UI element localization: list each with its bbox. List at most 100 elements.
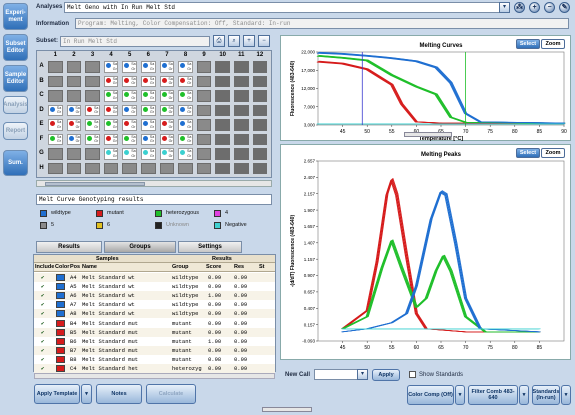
plate-well[interactable]: Sa Gr (85, 133, 100, 145)
plate-well[interactable]: Sa Gr (122, 104, 137, 116)
plate-well[interactable] (85, 90, 100, 102)
nav-experiment[interactable]: Experi-ment (3, 3, 28, 30)
plate-well[interactable]: Sa Gr (122, 119, 137, 131)
plate-well[interactable] (48, 61, 63, 73)
legend-swatch[interactable] (40, 222, 47, 229)
nav-analysis[interactable]: Analysis (3, 96, 28, 114)
plate-well[interactable]: Sa Gr (178, 104, 193, 116)
plate-well[interactable] (66, 90, 82, 102)
legend-swatch[interactable] (155, 210, 162, 217)
tab-groups[interactable]: Groups (104, 241, 176, 253)
plate-col-header[interactable]: 4 (109, 52, 113, 58)
color-comp-dropdown-icon[interactable]: ▾ (455, 385, 465, 405)
plate-col-header[interactable]: 8 (183, 52, 188, 58)
plate-well[interactable] (122, 162, 137, 174)
table-row[interactable]: ✔ A5 Melt Standard wt wildtype 0.99 0.99 (34, 282, 275, 292)
plate-row-header[interactable]: G (39, 150, 44, 156)
color-swatch[interactable] (56, 355, 65, 363)
table-row[interactable]: ✔ B4 Melt Standard mut mutant 0.99 0.99 (34, 318, 275, 328)
plate-col-header[interactable]: 1 (53, 52, 57, 58)
plate-well[interactable]: Sa Gr (159, 148, 175, 160)
include-checkbox[interactable]: ✔ (41, 274, 45, 281)
plate-well[interactable] (196, 90, 212, 102)
plate-well[interactable]: Sa Gr (103, 75, 119, 87)
analyses-select[interactable]: Melt Geno with In Run Melt Std (64, 2, 510, 13)
analyses-dropdown-icon[interactable]: ▾ (499, 2, 510, 13)
edit-icon[interactable]: ✎ (559, 2, 570, 13)
plate-well[interactable]: Sa Gr (141, 148, 156, 160)
plate-well[interactable]: Sa Gr (141, 90, 156, 102)
add-icon[interactable]: + (529, 2, 540, 13)
legend-swatch[interactable] (214, 210, 221, 217)
plate-well[interactable] (215, 148, 230, 160)
notes-button[interactable]: Notes (96, 384, 142, 404)
plate-well[interactable] (215, 162, 230, 174)
include-checkbox[interactable]: ✔ (41, 337, 45, 345)
plate-col-header[interactable]: 11 (238, 52, 245, 58)
plate-well[interactable] (234, 61, 249, 73)
color-swatch[interactable] (56, 319, 65, 327)
plate-well[interactable] (215, 75, 230, 87)
legend-swatch[interactable] (155, 222, 162, 229)
plate-well[interactable]: Sa Gr (122, 148, 137, 160)
plate-well[interactable]: Sa Gr (178, 75, 193, 87)
table-row[interactable]: ✔ A6 Melt Standard wt wildtype 1.00 0.99 (34, 291, 275, 301)
apply-button[interactable]: Apply (372, 369, 400, 381)
plate-well[interactable] (234, 75, 249, 87)
plate-well[interactable]: Sa Gr (178, 119, 193, 131)
apply-template-button[interactable]: Apply Template (34, 384, 80, 404)
plate-well[interactable] (196, 133, 212, 145)
plate-well[interactable] (252, 119, 268, 131)
table-row[interactable]: ✔ A4 Melt Standard wt wildtype 0.99 0.99 (34, 273, 275, 282)
plate-well[interactable] (215, 90, 230, 102)
color-swatch[interactable] (56, 337, 65, 345)
include-checkbox[interactable]: ✔ (41, 283, 45, 291)
plate-well[interactable] (85, 148, 100, 160)
curves-splitter[interactable] (404, 132, 452, 137)
plate-well[interactable]: Sa Gr (141, 104, 156, 116)
plate-well[interactable] (215, 104, 230, 116)
plate-well[interactable]: Sa Gr (122, 61, 137, 73)
plate-well[interactable]: Sa Gr (85, 104, 100, 116)
plate-col-header[interactable]: 9 (202, 52, 206, 58)
table-row[interactable]: ✔ B8 Melt Standard mut mutant 0.98 0.99 (34, 354, 275, 364)
plate-well[interactable] (159, 162, 175, 174)
tab-settings[interactable]: Settings (178, 241, 242, 253)
plate-well[interactable] (66, 162, 82, 174)
tab-results[interactable]: Results (36, 241, 102, 253)
plate-well[interactable] (234, 119, 249, 131)
plate-well[interactable]: Sa Gr (66, 104, 82, 116)
include-checkbox[interactable]: ✔ (41, 319, 45, 327)
plate-well[interactable] (48, 148, 63, 160)
col-color[interactable]: Color (55, 264, 70, 270)
plate-well[interactable]: Sa Gr (66, 119, 82, 131)
plate-col-header[interactable]: 10 (219, 52, 227, 58)
plate-well[interactable] (252, 90, 268, 102)
plate-well[interactable] (103, 162, 119, 174)
table-scrollbar[interactable] (34, 373, 275, 379)
plate-well[interactable]: Sa Gr (159, 61, 175, 73)
table-row[interactable]: ✔ A8 Melt Standard wt wildtype 0.99 0.99 (34, 309, 275, 319)
plate-well[interactable] (48, 90, 63, 102)
plate-well[interactable]: Sa Gr (66, 133, 82, 145)
plate-well[interactable] (196, 61, 212, 73)
plate-well[interactable] (141, 162, 156, 174)
color-swatch[interactable] (56, 346, 65, 354)
color-swatch[interactable] (56, 292, 65, 300)
standards-button[interactable]: Standards (In-run) (532, 385, 560, 405)
plate-well[interactable] (196, 162, 212, 174)
network-icon[interactable]: ⁂ (514, 2, 525, 13)
plate-well[interactable]: Sa Gr (48, 119, 63, 131)
find-icon[interactable]: ⌕ (228, 35, 240, 47)
plate-well[interactable] (252, 61, 268, 73)
new-call-dropdown-icon[interactable]: ▾ (357, 369, 368, 380)
zoom-in-icon[interactable]: + (243, 35, 255, 47)
include-checkbox[interactable]: ✔ (41, 301, 45, 309)
show-standards-checkbox[interactable] (409, 371, 416, 378)
peaks-zoom-button[interactable]: Zoom (541, 148, 565, 158)
col-name[interactable]: Name (82, 264, 97, 270)
plate-well[interactable] (215, 119, 230, 131)
plate-well[interactable] (215, 133, 230, 145)
col-res[interactable]: Res (234, 264, 245, 270)
standards-dropdown-icon[interactable]: ▾ (561, 385, 571, 405)
